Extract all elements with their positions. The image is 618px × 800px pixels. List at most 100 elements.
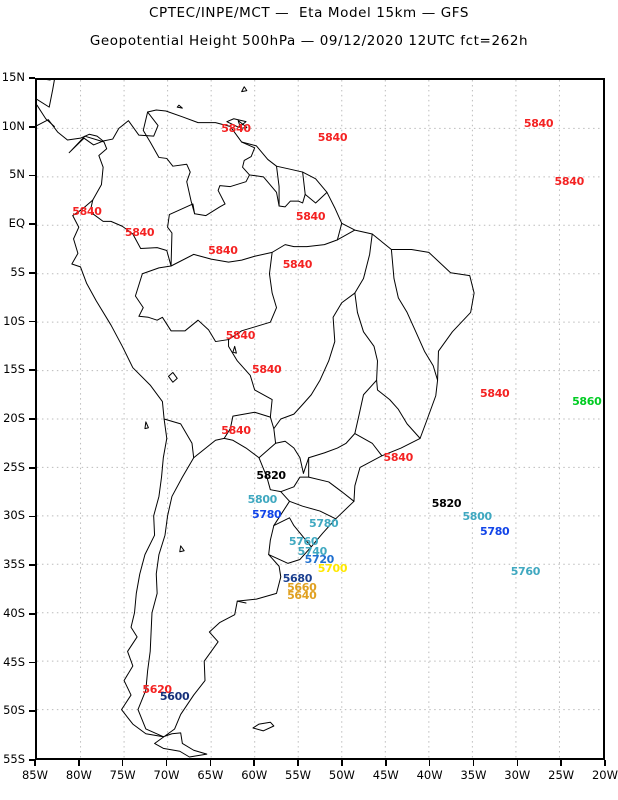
contour-label: 5840: [383, 451, 414, 465]
y-axis-label: 5S: [10, 264, 25, 279]
contour-line: [155, 178, 205, 306]
x-axis-label: 80W: [65, 768, 92, 782]
contour-label: 5760: [288, 534, 319, 548]
y-axis-label: 35S: [3, 557, 25, 572]
x-axis-label: 25W: [548, 768, 575, 782]
x-axis-label: 75W: [109, 768, 136, 782]
x-axis-label: 45W: [372, 768, 399, 782]
y-axis-label: 25S: [3, 459, 25, 474]
y-axis-label: 20S: [3, 411, 25, 425]
x-axis-tick: [384, 760, 387, 766]
y-axis-tick: [29, 515, 35, 518]
contour-line: [265, 162, 302, 247]
x-axis-tick: [604, 760, 606, 766]
contour-line: [37, 571, 603, 682]
y-axis-tick: [29, 369, 35, 372]
contour-label: 5840: [523, 116, 554, 130]
contour-line: [594, 458, 603, 460]
contour-label: 5840: [221, 423, 251, 437]
contour-line: [37, 523, 603, 641]
y-axis-tick: [29, 466, 35, 469]
x-axis-label: 40W: [416, 768, 443, 782]
contour-label: 5840: [124, 225, 155, 239]
x-axis-label: 30W: [504, 768, 531, 782]
x-axis-label: 20W: [591, 768, 618, 782]
contour-label: 5780: [309, 517, 339, 531]
x-axis-tick: [516, 760, 519, 766]
y-axis-tick: [29, 661, 35, 664]
x-axis-tick: [428, 760, 431, 766]
y-axis-tick: [29, 272, 35, 274]
y-axis-tick: [29, 613, 35, 615]
y-axis-label: 45S: [3, 654, 25, 669]
contour-label: 5780: [480, 525, 510, 539]
x-axis-tick: [297, 760, 299, 766]
contour-line: [37, 469, 159, 477]
contour-label: 5640: [287, 589, 317, 603]
y-axis-label: 10N: [1, 118, 25, 133]
contour-map-svg: [37, 80, 603, 758]
y-axis-label: 55S: [3, 752, 25, 766]
x-axis-tick: [341, 760, 343, 766]
y-axis-label: 10S: [3, 313, 25, 328]
contour-line: [37, 172, 72, 236]
y-axis-tick: [29, 710, 35, 713]
x-axis-tick: [78, 760, 80, 766]
contour-label: 5860: [572, 394, 602, 408]
contour-label: 5800: [247, 492, 278, 506]
contour-line: [37, 606, 603, 710]
y-axis-label: 40S: [3, 605, 25, 620]
y-axis-tick: [29, 77, 35, 79]
y-axis-tick: [29, 418, 35, 420]
x-axis-tick: [34, 760, 36, 766]
contour-label: 5820: [256, 468, 286, 482]
y-axis-tick: [29, 759, 35, 761]
y-axis-label: 15N: [1, 70, 25, 84]
contour-label: 5840: [72, 204, 102, 218]
x-axis-label: 55W: [285, 768, 312, 782]
contour-label: 5840: [221, 121, 251, 135]
contour-label: 5800: [462, 510, 492, 524]
contour-label: 5600: [159, 689, 190, 703]
contour-line: [37, 583, 603, 692]
y-axis-label: 15S: [3, 362, 25, 377]
x-axis-label: 65W: [197, 768, 224, 782]
y-axis-label: 30S: [3, 508, 25, 523]
x-axis-label: 85W: [21, 768, 48, 782]
contour-line: [37, 467, 403, 490]
x-axis-tick: [472, 760, 475, 766]
contour-line: [555, 140, 590, 165]
x-axis-tick: [560, 760, 562, 766]
contour-label: 5840: [208, 243, 238, 257]
y-axis-tick: [29, 320, 35, 323]
contour-line: [490, 172, 525, 225]
x-axis-tick: [121, 760, 124, 766]
contour-label: 5840: [317, 131, 348, 145]
contour-label: 5620: [142, 682, 172, 696]
coastlines: [37, 80, 475, 758]
chart-title: CPTEC/INPE/MCT — Eta Model 15km — GFS: [148, 5, 470, 21]
contour-line: [37, 618, 603, 719]
contour-line: [114, 181, 142, 261]
y-axis-tick: [29, 174, 35, 177]
x-axis-tick: [209, 760, 212, 766]
contour-label: 5840: [480, 386, 510, 400]
contour-label: 5720: [304, 553, 335, 567]
y-axis-label: 50S: [3, 703, 25, 718]
contour-line: [438, 354, 603, 509]
contour-label: 5780: [252, 507, 282, 521]
contour-label: 5660: [287, 580, 317, 594]
contour-label: 5840: [554, 175, 585, 189]
y-axis-label: 5N: [9, 167, 25, 182]
x-axis-label: 60W: [241, 768, 268, 782]
contour-label: 5680: [282, 571, 313, 585]
x-axis-label: 50W: [328, 768, 355, 782]
contour-label: 5820: [431, 496, 462, 510]
contour-label: 5760: [510, 565, 541, 578]
contour-label: 5740: [297, 544, 328, 558]
y-axis-label: EQ: [8, 216, 25, 231]
y-axis-tick: [29, 223, 35, 225]
contour-label: 5840: [295, 210, 326, 224]
y-axis-tick: [29, 564, 35, 566]
